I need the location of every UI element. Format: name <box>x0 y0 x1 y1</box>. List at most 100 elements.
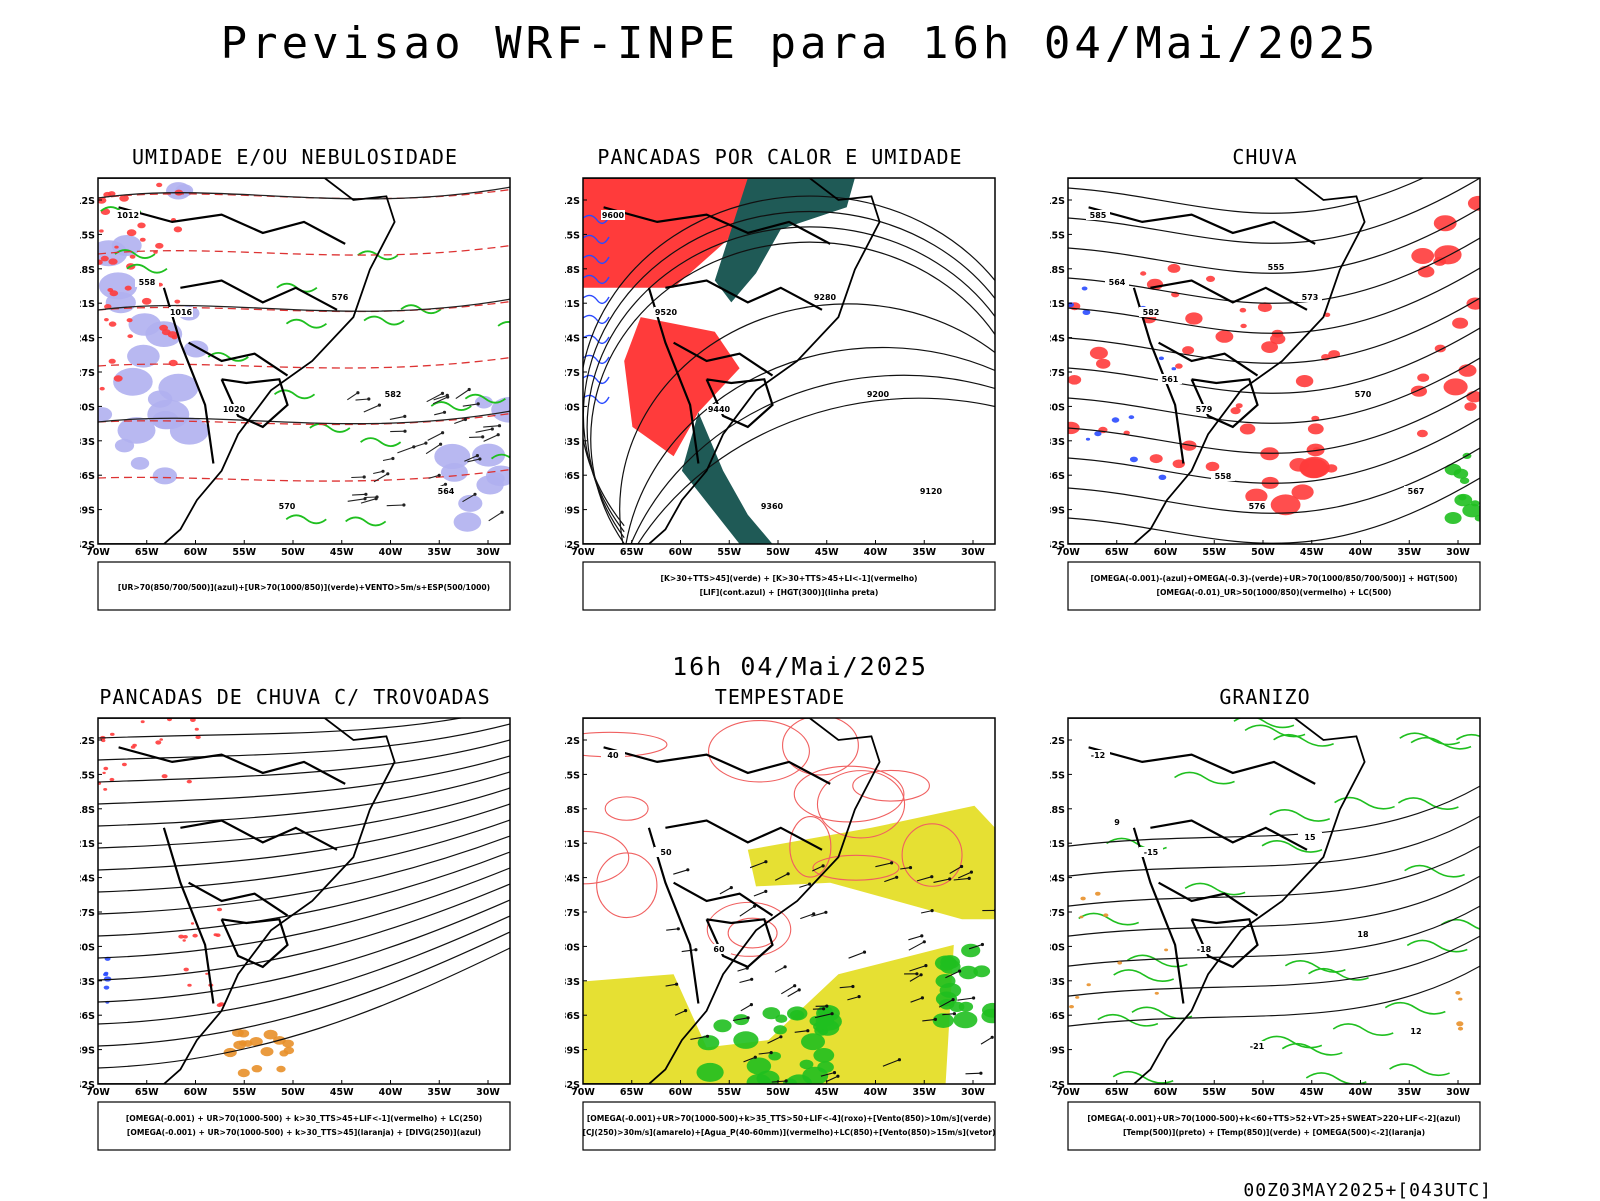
omega-orange-spot <box>1456 1021 1463 1026</box>
wind-vector-head <box>958 970 961 973</box>
lat-tick-label: 21S <box>80 299 95 310</box>
storm-red-spot <box>162 774 168 778</box>
temp500-contour <box>1068 786 1480 846</box>
lon-tick-label: 50W <box>766 1087 790 1098</box>
lat-tick-label: 24S <box>1050 874 1065 885</box>
rh-blue-area <box>184 341 208 358</box>
lat-tick-label: 18S <box>80 805 95 816</box>
wind-vector-head <box>972 996 975 999</box>
lat-tick-label: 30S <box>80 402 95 413</box>
temp850-green-contour <box>1456 735 1490 746</box>
contour-value-label: -15 <box>1144 848 1159 857</box>
lon-tick-label: 50W <box>1251 1087 1275 1098</box>
wind-vector <box>754 891 766 896</box>
storm-orange-area <box>238 1069 250 1077</box>
contour-value-label: 558 <box>139 278 156 287</box>
wind850-green-area <box>775 1015 787 1023</box>
contour-value-label: 558 <box>1215 472 1232 481</box>
legend-box <box>1068 1102 1480 1150</box>
rh-green-contour <box>286 515 326 523</box>
wind-vector <box>740 906 755 916</box>
wind850-green-area <box>953 1012 977 1029</box>
storm-orange-area <box>243 1040 253 1047</box>
lat-tick-label: 12S <box>565 196 580 207</box>
state-border <box>1159 343 1258 376</box>
storm-red-spot <box>103 767 108 770</box>
lon-tick-label: 45W <box>1300 547 1324 558</box>
storm-red-spot <box>214 933 218 936</box>
wind-vector-head <box>851 985 854 988</box>
rain-blue-spot <box>1129 415 1135 419</box>
wind-vector-head <box>363 475 366 478</box>
rain-red-area <box>1240 324 1246 328</box>
rh-red-spot <box>130 255 136 259</box>
lon-tick-label: 30W <box>476 547 500 558</box>
lat-tick-label: 36S <box>565 471 580 482</box>
lat-tick-label: 30S <box>565 402 580 413</box>
contour-value-label: 40 <box>607 751 619 760</box>
wind850-green-area <box>774 1025 787 1034</box>
rh-red-spot <box>142 298 152 305</box>
lat-tick-label: 18S <box>80 265 95 276</box>
wind-vector-head <box>953 1012 956 1015</box>
wind-vector-head <box>991 1036 994 1039</box>
lat-tick-label: 39S <box>565 1046 580 1057</box>
wind-vector <box>356 399 369 400</box>
rh-red-spot <box>155 243 163 249</box>
storm-orange-area <box>279 1050 288 1056</box>
wind-vector-head <box>497 433 500 436</box>
lon-tick-label: 40W <box>379 1087 403 1098</box>
wind850-green-area <box>959 966 978 979</box>
rh-red-spot <box>169 360 178 366</box>
rain-red-area <box>1270 334 1285 345</box>
omega-orange-spot <box>1079 916 1083 919</box>
lat-tick-label: 12S <box>1050 736 1065 747</box>
wind-vector <box>981 1037 992 1044</box>
wind-vector-head <box>931 909 934 912</box>
temp850-green-contour <box>1306 1073 1366 1084</box>
wind-vector <box>390 416 405 419</box>
wind-vector <box>682 950 696 952</box>
wind850-green-area <box>801 1033 825 1050</box>
contour-value-label: 576 <box>332 293 349 302</box>
rain-blue-spot <box>1172 367 1177 370</box>
coastline <box>1068 178 1365 544</box>
lat-tick-label: 39S <box>1050 1046 1065 1057</box>
wind-vector <box>720 888 731 894</box>
rh-red-spot <box>140 238 146 242</box>
storm-red-spot <box>205 973 208 975</box>
rh-red-spot <box>109 359 116 364</box>
streamline <box>98 852 510 936</box>
rh-red-spot <box>114 246 118 249</box>
rain-red-area <box>1434 245 1461 264</box>
lat-tick-label: 27S <box>1050 368 1065 379</box>
omega-orange-spot <box>1087 983 1091 986</box>
state-border <box>119 207 346 244</box>
rain-red-area <box>1240 424 1256 435</box>
lat-tick-label: 27S <box>565 908 580 919</box>
streamline <box>98 788 510 848</box>
temp850-green-contour <box>1390 1064 1450 1075</box>
lat-tick-label: 36S <box>80 1011 95 1022</box>
legend-box <box>583 562 995 610</box>
lon-tick-label: 45W <box>330 547 354 558</box>
wind-vector <box>352 494 366 495</box>
map-panel-5: TEMPESTADE12S15S18S21S24S27S30S33S36S39S… <box>565 685 1045 1165</box>
lat-tick-label: 27S <box>1050 908 1065 919</box>
lat-tick-label: 27S <box>80 368 95 379</box>
lat-tick-label: 21S <box>565 299 580 310</box>
wind-vector-head <box>915 972 918 975</box>
lat-tick-label: 12S <box>1050 196 1065 207</box>
wind-vector-head <box>930 875 933 878</box>
hgt500-contour <box>1068 148 1480 213</box>
rh-green-contour <box>275 390 315 398</box>
rh-green-contour <box>346 517 386 525</box>
lat-tick-label: 27S <box>565 368 580 379</box>
wind850-green-area <box>733 1031 758 1049</box>
wind-vector-head <box>403 415 406 418</box>
wind-vector-head <box>730 886 733 889</box>
wind-vector-head <box>750 1003 753 1006</box>
storm-red-spot <box>102 772 105 774</box>
wind-vector-head <box>798 988 801 991</box>
map-panel-6: GRANIZO12S15S18S21S24S27S30S33S36S39S42S… <box>1050 685 1530 1165</box>
